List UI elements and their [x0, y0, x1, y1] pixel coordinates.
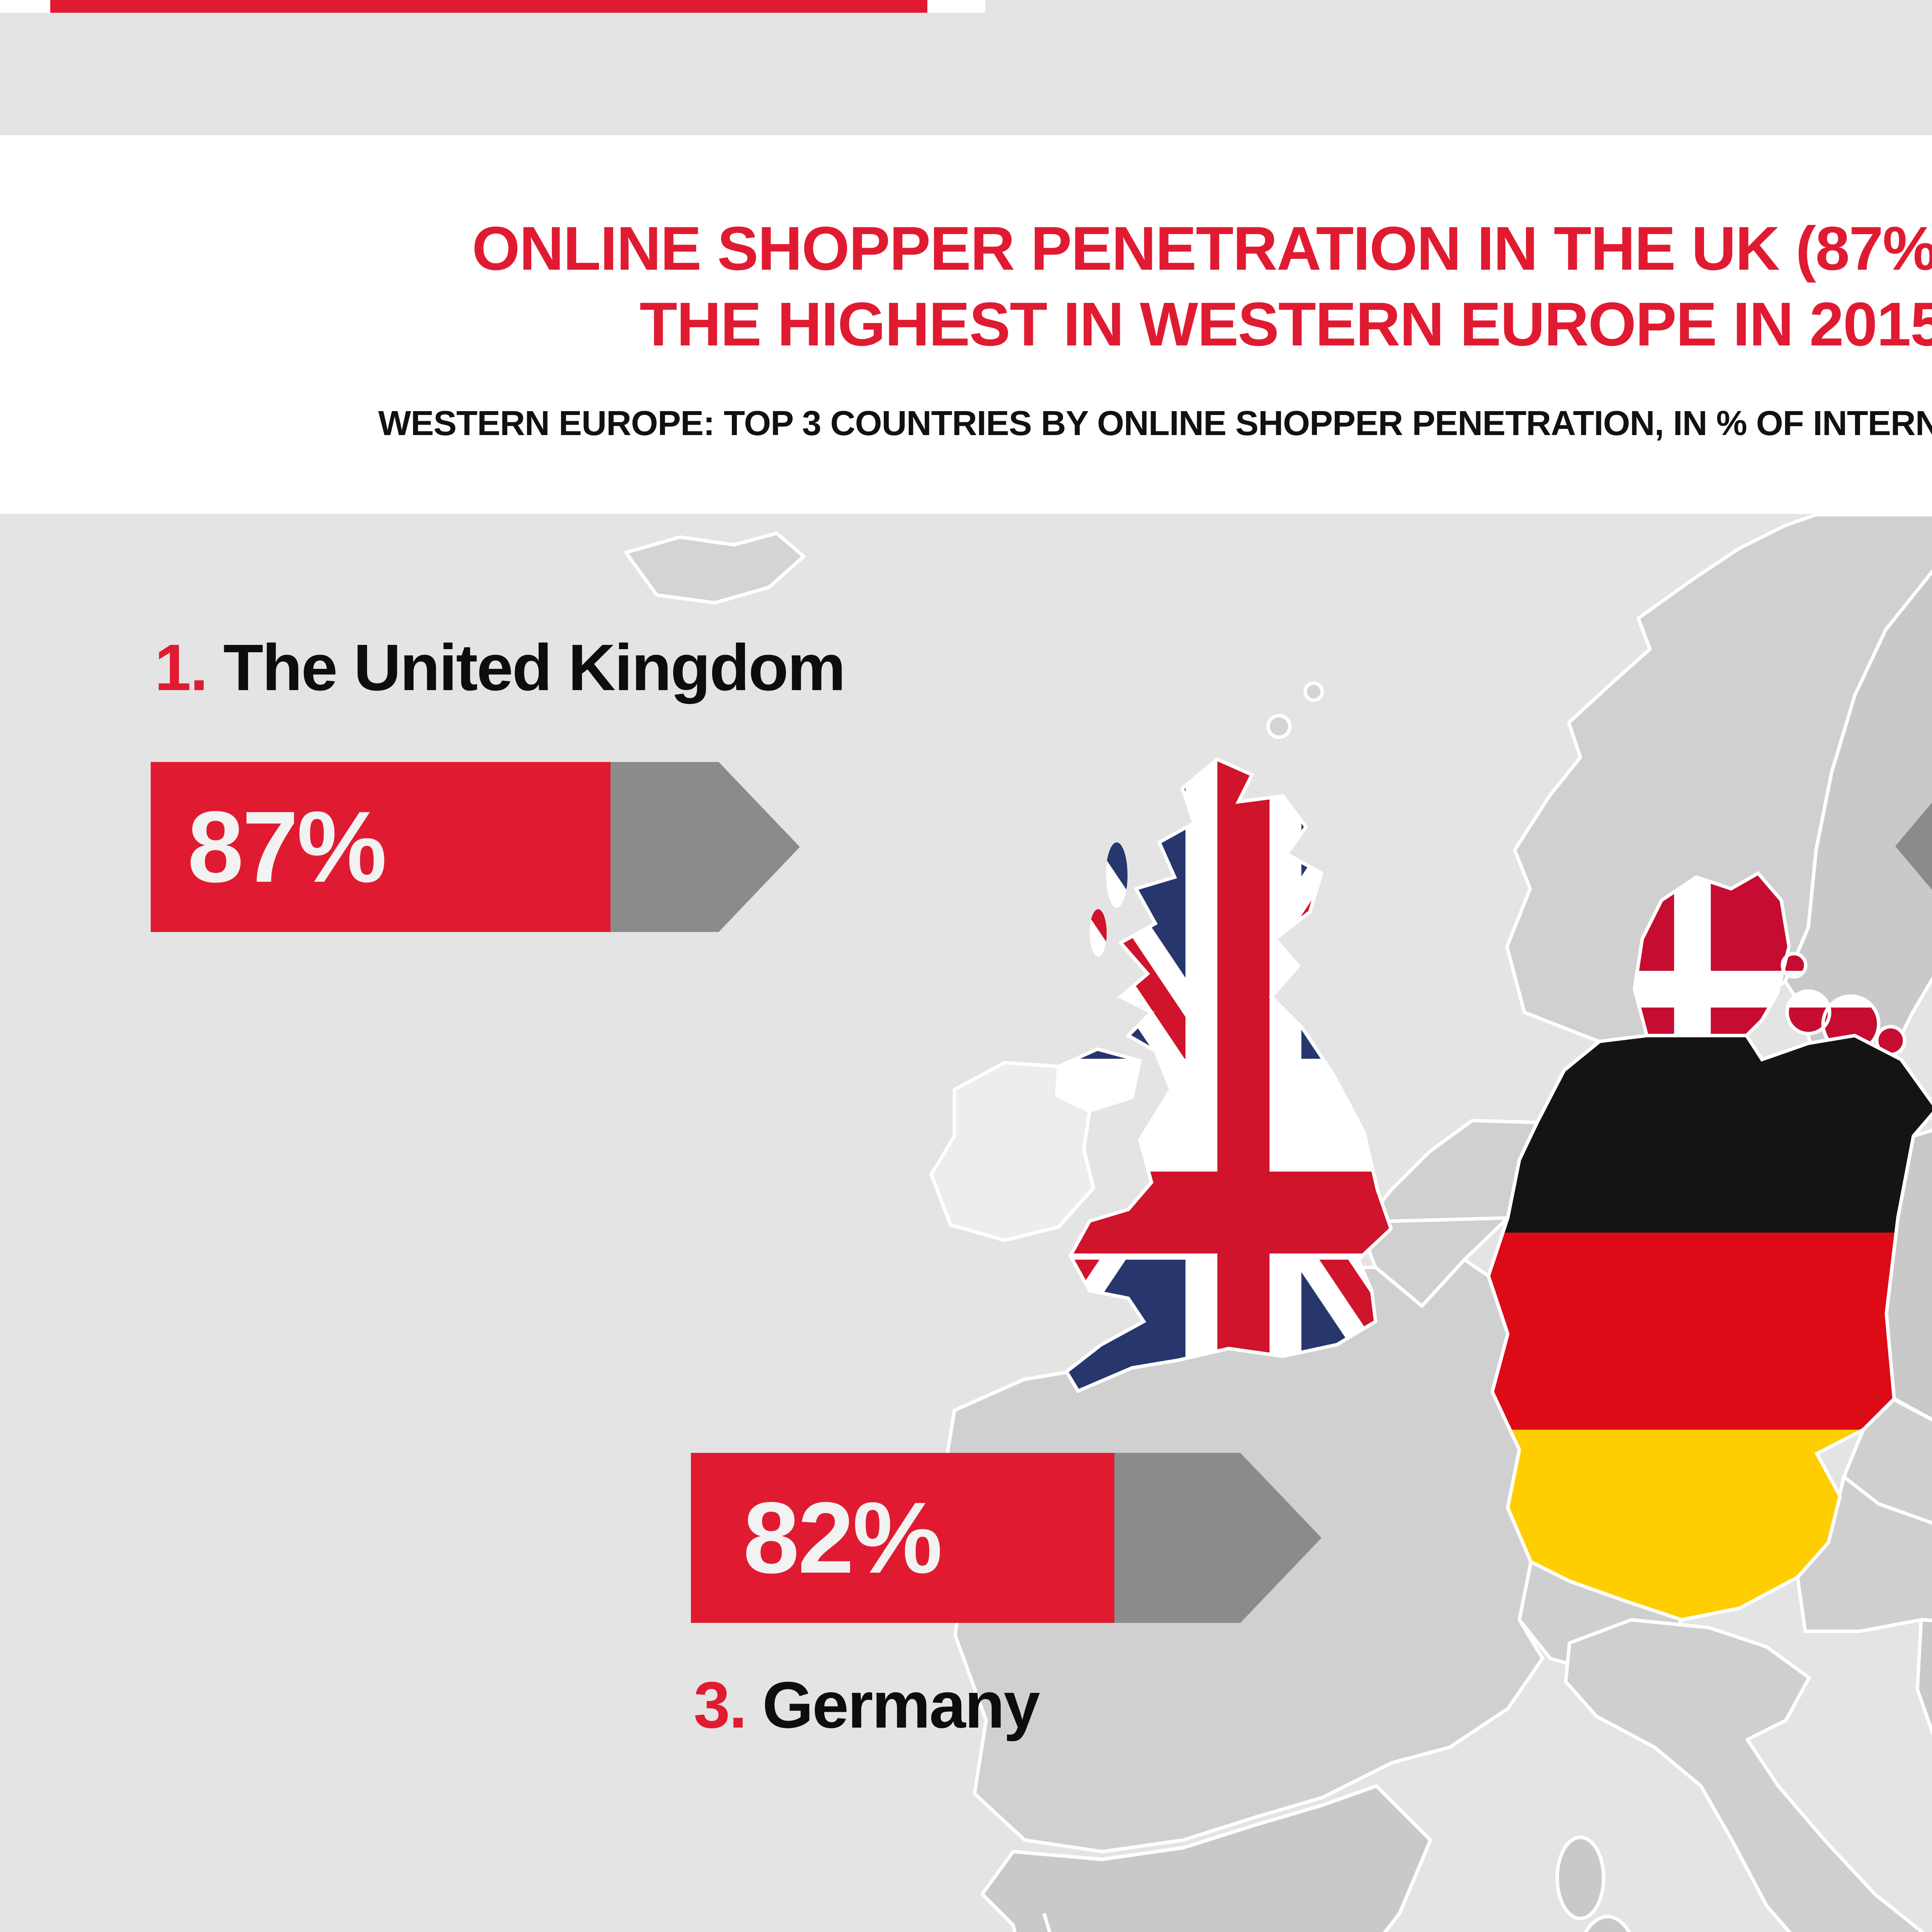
uk-flag-fill	[1057, 759, 1391, 1391]
page-title-line1: ONLINE SHOPPER PENETRATION IN THE UK (87…	[472, 214, 1932, 283]
bar-denmark-arrow-tip	[1895, 761, 1932, 931]
bar-germany: 82%	[691, 1453, 1321, 1623]
map-island-sardinia	[1583, 1915, 1631, 1932]
map-country-austria	[1796, 1475, 1932, 1633]
europe-map-svg	[0, 514, 1932, 1932]
bar-germany-value-box: 82%	[691, 1453, 1114, 1623]
top-accent-bar	[50, 0, 927, 13]
bar-germany-arrow-shaft	[1114, 1453, 1240, 1623]
map-region-balkans	[1915, 1618, 1932, 1736]
header-band	[0, 0, 1932, 135]
bar-germany-arrow-tip	[1240, 1453, 1321, 1623]
uk-outline	[1055, 757, 1393, 1393]
country-name: Germany	[762, 1668, 1040, 1742]
rank-number: 3.	[694, 1668, 747, 1742]
bar-uk-value: 87%	[187, 790, 387, 903]
map-borders	[1042, 1216, 1508, 1932]
page-subtitle: WESTERN EUROPE: TOP 3 COUNTRIES BY ONLIN…	[378, 404, 1932, 443]
bar-germany-value: 82%	[743, 1481, 942, 1594]
page-title-line2: THE HIGHEST IN WESTERN EUROPE IN 2015	[639, 289, 1932, 359]
germany-outline	[1486, 1034, 1932, 1622]
europe-map	[0, 514, 1932, 1932]
rank-number: 1.	[155, 631, 208, 704]
bar-uk: 87%	[151, 762, 800, 932]
map-island-corsica	[1555, 1835, 1605, 1920]
bar-uk-arrow-shaft	[611, 762, 719, 932]
page-title: ONLINE SHOPPER PENETRATION IN THE UK (87…	[0, 211, 1932, 362]
bar-uk-value-box: 87%	[151, 762, 611, 932]
country-name: The United Kingdom	[223, 631, 846, 704]
map-region-iberia	[980, 1784, 1432, 1932]
rank-label-uk: 1. The United Kingdom	[155, 630, 846, 706]
map-island-shetland	[1303, 681, 1324, 702]
map-country-italy	[1564, 1618, 1925, 1932]
bar-denmark: 82%	[1895, 761, 1932, 931]
rank-label-germany: 3. Germany	[694, 1667, 1040, 1743]
map-country-iceland	[624, 531, 806, 605]
map-island-orkney	[1266, 714, 1292, 739]
bar-uk-arrow-tip	[719, 762, 800, 932]
